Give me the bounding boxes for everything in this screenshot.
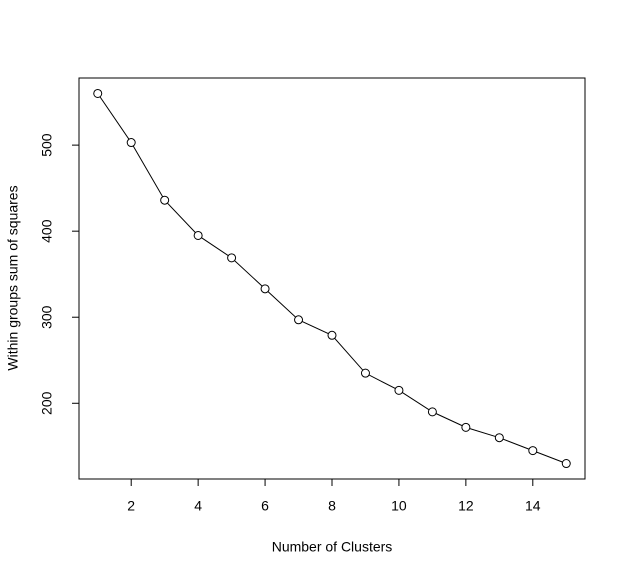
data-point <box>93 88 103 98</box>
data-point <box>126 138 136 148</box>
data-point <box>160 195 170 205</box>
y-tick-label: 200 <box>39 391 55 415</box>
data-point <box>494 433 504 443</box>
data-point <box>394 385 404 395</box>
y-tick-label: 300 <box>39 305 55 329</box>
x-axis-label: Number of Clusters <box>272 539 393 555</box>
data-point <box>461 422 471 432</box>
x-tick-label: 4 <box>194 498 202 514</box>
data-point <box>294 315 304 325</box>
data-point <box>427 407 437 417</box>
data-point <box>561 459 571 469</box>
data-point <box>360 368 370 378</box>
x-tick-label: 2 <box>127 498 135 514</box>
x-tick-label: 12 <box>458 498 474 514</box>
series-line <box>97 93 567 464</box>
y-tick-label: 400 <box>39 219 55 243</box>
data-point <box>193 230 203 240</box>
y-axis-label: Within groups sum of squares <box>5 185 21 370</box>
data-point <box>260 284 270 294</box>
data-point <box>327 330 337 340</box>
x-tick-label: 6 <box>261 498 269 514</box>
x-tick-label: 14 <box>525 498 541 514</box>
x-tick-label: 10 <box>391 498 407 514</box>
data-point <box>528 446 538 456</box>
y-tick-label: 500 <box>39 133 55 157</box>
x-tick-label: 8 <box>328 498 336 514</box>
data-point <box>227 253 237 263</box>
plot-frame <box>78 77 586 480</box>
